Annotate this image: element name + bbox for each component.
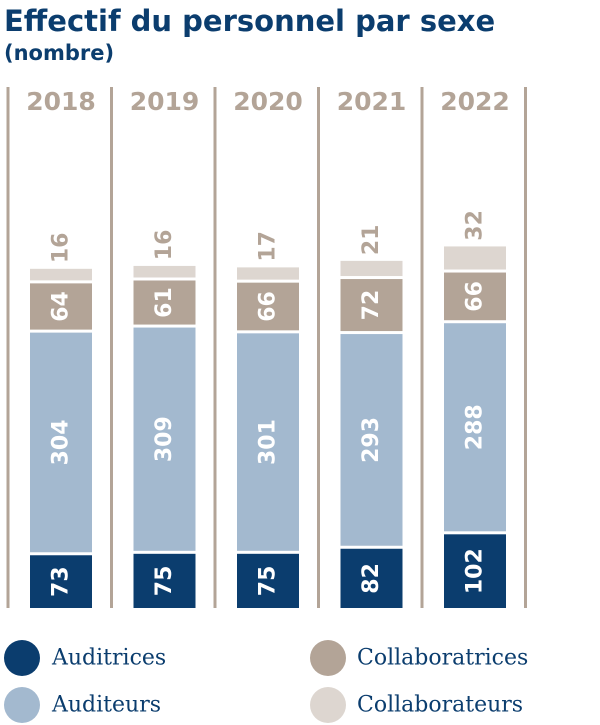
value-label-auditrices-2021: 82: [359, 563, 384, 594]
column-divider: [6, 87, 10, 608]
bar-collaborateurs-2018: [30, 268, 92, 281]
value-label-collaborateurs-2018: 16: [49, 233, 74, 264]
legend-swatch-collaborateurs: [310, 687, 346, 723]
bar-auditrices-2020: [237, 553, 299, 608]
value-label-auditeurs-2018: 304: [49, 419, 74, 465]
bar-auditeurs-2018: [30, 332, 92, 553]
value-label-auditrices-2018: 73: [49, 566, 74, 597]
bar-auditrices-2021: [340, 548, 403, 608]
bar-auditeurs-2022: [444, 323, 506, 532]
value-label-auditrices-2019: 75: [152, 566, 177, 597]
year-label-2020: 2020: [233, 87, 303, 116]
value-label-auditeurs-2021: 293: [359, 417, 384, 463]
column-divider: [317, 87, 320, 608]
value-label-collaboratrices-2019: 61: [152, 287, 177, 318]
value-label-auditeurs-2019: 309: [152, 416, 177, 462]
value-label-collaboratrices-2021: 72: [359, 290, 384, 321]
legend-swatch-collaboratrices: [310, 640, 346, 676]
bar-auditrices-2022: [444, 534, 506, 608]
legend-swatch-auditrices: [4, 640, 40, 676]
legend-label-auditeurs: Auditeurs: [51, 693, 161, 718]
value-label-collaboratrices-2022: 66: [463, 281, 488, 312]
column-divider: [524, 87, 527, 608]
legend-label-collaborateurs: Collaborateurs: [357, 693, 523, 718]
value-label-collaborateurs-2021: 21: [359, 225, 384, 256]
value-label-collaborateurs-2020: 17: [256, 231, 281, 262]
bar-collaboratrices-2018: [30, 283, 92, 330]
column-divider: [110, 87, 113, 608]
value-label-auditrices-2020: 75: [256, 566, 281, 597]
bar-collaborateurs-2022: [444, 246, 506, 270]
value-label-collaborateurs-2022: 32: [463, 210, 488, 241]
bar-auditrices-2019: [133, 553, 196, 608]
column-divider: [420, 87, 424, 608]
value-label-collaborateurs-2019: 16: [152, 230, 177, 261]
legend-label-auditrices: Auditrices: [51, 646, 166, 671]
year-label-2019: 2019: [130, 87, 200, 116]
year-label-2021: 2021: [337, 87, 407, 116]
value-label-collaboratrices-2018: 64: [49, 291, 74, 322]
value-label-auditeurs-2020: 301: [256, 419, 281, 465]
bar-collaboratrices-2021: [340, 279, 403, 332]
year-label-2022: 2022: [440, 87, 510, 116]
bar-collaborateurs-2019: [133, 265, 196, 278]
chart-subtitle: (nombre): [4, 41, 114, 65]
bar-collaborateurs-2021: [340, 260, 403, 277]
bar-collaboratrices-2020: [237, 282, 299, 331]
column-divider: [213, 87, 217, 608]
legend: Auditrices Auditeurs Collaboratrices Collab…: [4, 640, 528, 723]
bar-auditrices-2018: [30, 555, 92, 608]
bar-collaboratrices-2019: [133, 280, 196, 325]
value-label-collaboratrices-2020: 66: [256, 291, 281, 322]
bar-collaborateurs-2020: [237, 267, 299, 280]
value-label-auditrices-2022: 102: [463, 548, 488, 594]
legend-label-collaboratrices: Collaboratrices: [357, 646, 528, 671]
chart-title: Effectif du personnel par sexe: [4, 4, 495, 38]
plot-area: 2018 73 304 64 16 2019 75 309 61 16 2020 75 301 66 17 2…: [6, 87, 527, 608]
bar-auditeurs-2019: [133, 327, 196, 551]
value-label-auditeurs-2022: 288: [463, 404, 488, 450]
bar-auditeurs-2021: [340, 334, 403, 546]
bar-collaboratrices-2022: [444, 272, 506, 321]
legend-swatch-auditeurs: [4, 687, 40, 723]
bar-auditeurs-2020: [237, 333, 299, 551]
year-label-2018: 2018: [26, 87, 96, 116]
